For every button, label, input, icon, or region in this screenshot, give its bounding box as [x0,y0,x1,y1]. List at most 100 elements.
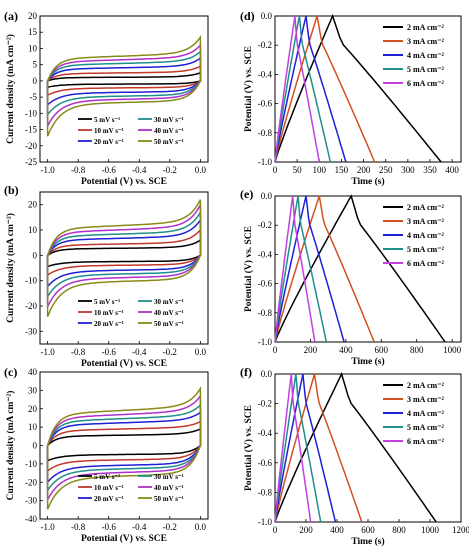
y-tick-label: -15 [25,125,37,135]
x-tick-label: -0.2 [163,347,177,357]
panel-label: (e) [240,187,253,201]
x-tick-label: -0.4 [132,165,147,175]
legend-label: 6 mA cm⁻² [407,259,444,268]
x-axis-label: Potential (V) vs. SCE [81,358,167,369]
y-tick-label: 0 [33,441,38,451]
y-tick-label: 40 [28,367,38,377]
series-line [274,373,337,523]
y-axis-label: Potential (V) vs. SCE [243,226,254,312]
legend-label: 6 mA cm⁻² [407,79,444,88]
y-tick-label: -30 [25,326,37,336]
panel-label: (c) [4,365,17,379]
y-tick-label: 20 [28,11,38,21]
series-line [46,386,202,510]
x-tick-label: 200 [357,165,371,175]
x-tick-label: 400 [330,525,344,535]
y-tick-label: -0.8 [258,128,273,138]
x-tick-label: 350 [423,165,437,175]
legend-label: 30 mV s⁻¹ [154,298,184,306]
y-axis-label: Current density (mA cm⁻²) [5,213,16,323]
legend-label: 30 mV s⁻¹ [154,116,184,124]
legend-label: 5 mV s⁻¹ [94,473,120,481]
legend-label: 3 mA cm⁻² [407,37,444,46]
x-tick-label: 1000 [443,345,462,355]
series-line [274,15,332,163]
legend-label: 50 mV s⁻¹ [154,138,184,146]
legend-label: 5 mV s⁻¹ [94,298,120,306]
y-tick-label: 10 [28,422,38,432]
y-axis-label: Current density (mA cm⁻²) [5,34,16,144]
y-tick-label: -0.4 [258,428,273,438]
panel-label: (d) [240,9,255,23]
chart-panel-3: (d) -1.0 -0.8 -0.6 -0.4 -0.2 0.0 0 50 100 150 200 25… [240,9,462,187]
x-tick-label: 600 [361,525,375,535]
x-tick-label: -0.2 [163,165,177,175]
x-tick-label: -0.8 [71,522,86,532]
plot-frame [274,195,462,343]
x-tick-label: 0 [273,165,278,175]
x-tick-label: 250 [379,165,393,175]
series-line [46,71,202,89]
y-tick-label: 15 [28,27,38,37]
y-tick-label: -0.2 [258,399,272,409]
x-tick-label: 800 [410,345,424,355]
x-tick-label: 100 [313,165,327,175]
y-tick-label: -0.4 [258,249,273,259]
series-line [46,427,202,462]
plot-frame [39,15,209,163]
legend-label: 4 mA cm⁻² [407,231,444,240]
y-tick-label: 30 [28,385,38,395]
x-tick-label: 0.0 [195,165,207,175]
legend-label: 30 mV s⁻¹ [154,473,184,481]
chart-panel-4: (e) -1.0 -0.8 -0.6 -0.4 -0.2 0.0 0 200 400 600 800 1… [240,187,462,367]
y-tick-label: 0 [33,250,38,260]
panel-label: (b) [4,183,19,197]
legend-label: 4 mA cm⁻² [407,409,444,418]
legend-label: 10 mV s⁻¹ [94,127,124,135]
y-tick-label: 0 [33,76,38,86]
x-tick-label: 50 [293,165,303,175]
y-tick-label: 10 [28,225,38,235]
y-axis-label: Current density (mA cm⁻²) [5,391,16,501]
legend-label: 6 mA cm⁻² [407,437,444,446]
y-axis-label: Potential (V) vs. SCE [243,405,254,491]
x-tick-label: 150 [335,165,349,175]
series-line [274,373,322,523]
x-tick-label: 0.0 [195,522,207,532]
legend-label: 20 mV s⁻¹ [94,138,124,146]
legend-label: 50 mV s⁻¹ [154,320,184,328]
y-tick-label: -0.8 [258,487,273,497]
x-tick-label: 200 [299,525,313,535]
x-tick-label: -0.2 [163,522,177,532]
y-tick-label: -10 [25,459,37,469]
x-tick-label: 1000 [421,525,440,535]
y-tick-label: -0.8 [258,308,273,318]
legend-label: 5 mA cm⁻² [407,245,444,254]
x-axis-label: Time (s) [351,176,384,187]
y-tick-label: -0.6 [258,279,273,289]
y-tick-label: 20 [28,404,38,414]
x-tick-label: 200 [304,345,318,355]
y-tick-label: -5 [30,92,38,102]
y-tick-label: -1.0 [258,517,273,527]
y-tick-label: -40 [25,514,37,524]
x-axis-label: Potential (V) vs. SCE [81,176,167,187]
y-tick-label: -30 [25,496,37,506]
chart-panel-5: (f) -1.0 -0.8 -0.6 -0.4 -0.2 0.0 0 200 400 600 800 1… [240,365,469,547]
x-tick-label: -0.8 [71,347,86,357]
series-line [274,195,375,343]
y-tick-label: -1.0 [258,337,273,347]
y-tick-label: 0.0 [261,11,273,21]
series-line [274,373,312,523]
legend-label: 20 mV s⁻¹ [94,495,124,503]
x-tick-label: 300 [401,165,415,175]
legend-label: 20 mV s⁻¹ [94,320,124,328]
series-line [274,195,316,343]
legend-label: 10 mV s⁻¹ [94,309,124,317]
plot-frame [39,191,209,345]
legend-label: 3 mA cm⁻² [407,395,444,404]
x-tick-label: -0.6 [102,165,117,175]
series-line [274,15,347,163]
